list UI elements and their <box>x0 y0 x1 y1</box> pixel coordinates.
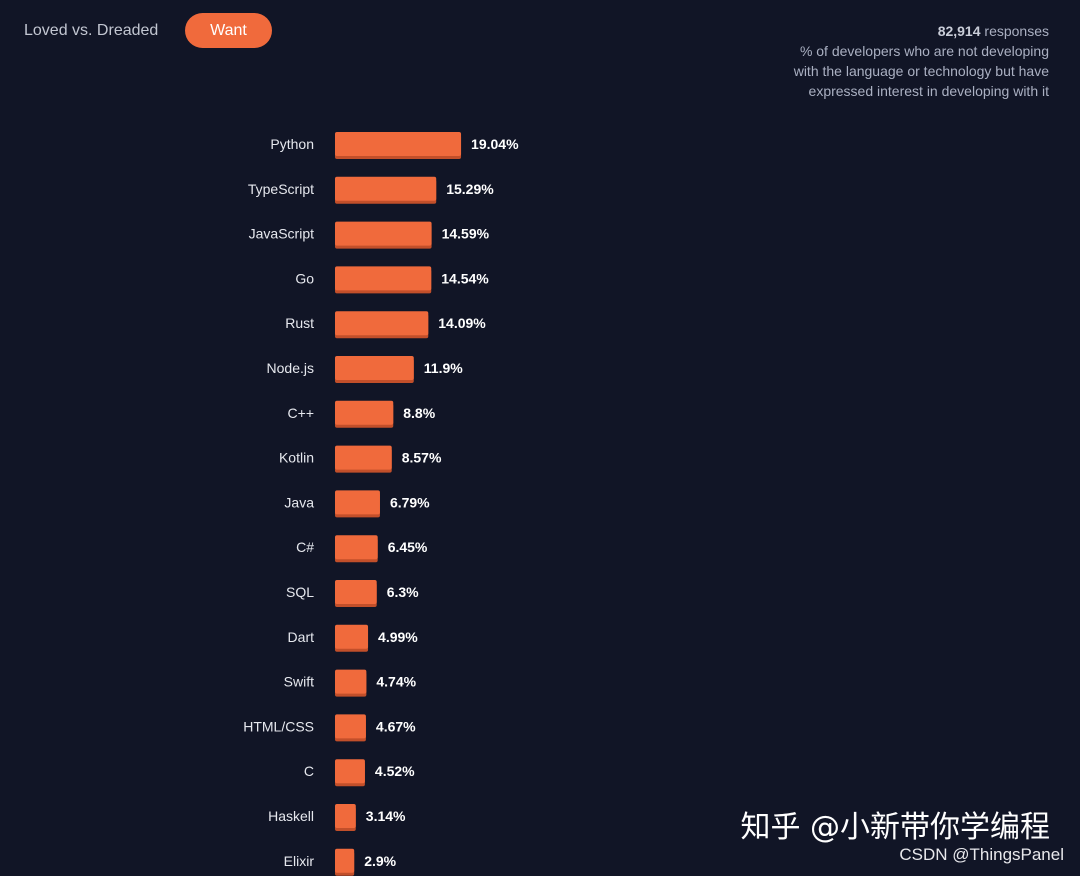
value-label: 14.59% <box>442 226 490 242</box>
tab-loved-vs-dreaded[interactable]: Loved vs. Dreaded <box>24 22 159 39</box>
bar[interactable] <box>335 445 392 470</box>
bar[interactable] <box>335 804 356 828</box>
csdn-credit: CSDN @ThingsPanel <box>899 845 1064 864</box>
bar[interactable] <box>335 580 377 604</box>
category-label: Python <box>270 136 314 152</box>
category-label: Dart <box>288 629 315 645</box>
category-label: C <box>304 763 314 779</box>
responses-count: 82,914 <box>937 23 981 39</box>
value-label: 14.54% <box>441 270 489 286</box>
responses-info: 82,914 responses % of developers who are… <box>719 21 1049 101</box>
bar[interactable] <box>335 848 355 873</box>
responses-label: responses <box>980 23 1049 39</box>
bar[interactable] <box>335 759 365 784</box>
value-label: 14.09% <box>438 315 486 331</box>
value-label: 8.57% <box>402 450 442 466</box>
bar[interactable] <box>335 535 378 560</box>
value-label: 6.3% <box>387 584 419 600</box>
category-label: Go <box>295 270 314 286</box>
value-label: 19.04% <box>471 136 519 152</box>
bar[interactable] <box>335 356 414 380</box>
value-label: 4.74% <box>376 674 416 690</box>
category-label: Swift <box>284 674 314 690</box>
category-label: Elixir <box>284 853 315 869</box>
category-label: Node.js <box>267 360 314 376</box>
value-label: 4.52% <box>375 763 415 779</box>
bar[interactable] <box>335 176 437 201</box>
bar[interactable] <box>335 311 429 336</box>
category-label: HTML/CSS <box>243 718 314 734</box>
value-label: 3.14% <box>366 808 406 824</box>
value-label: 8.8% <box>403 405 435 421</box>
value-label: 2.9% <box>364 853 396 869</box>
bar[interactable] <box>335 132 462 156</box>
bar[interactable] <box>335 624 369 649</box>
category-label: Haskell <box>268 808 314 824</box>
category-label: Rust <box>285 315 314 331</box>
category-label: C# <box>296 539 314 555</box>
bar[interactable] <box>335 400 394 425</box>
value-label: 4.99% <box>378 629 418 645</box>
value-label: 6.45% <box>388 539 428 555</box>
value-label: 11.9% <box>424 360 463 376</box>
category-label: Java <box>284 494 314 510</box>
value-label: 4.67% <box>376 718 416 734</box>
category-label: TypeScript <box>248 181 314 197</box>
bar[interactable] <box>335 669 367 694</box>
bar[interactable] <box>335 266 432 291</box>
value-label: 6.79% <box>390 494 430 510</box>
category-label: SQL <box>286 584 314 600</box>
chart-description: % of developers who are not developing w… <box>793 43 1049 99</box>
tab-want[interactable]: Want <box>185 13 272 48</box>
category-label: C++ <box>288 405 314 421</box>
bar[interactable] <box>335 714 366 739</box>
category-label: JavaScript <box>249 226 314 242</box>
zhihu-watermark: 知乎 @小新带你学编程 <box>740 810 1050 845</box>
bar[interactable] <box>335 490 380 515</box>
value-label: 15.29% <box>446 181 494 197</box>
category-label: Kotlin <box>279 450 314 466</box>
bar[interactable] <box>335 221 432 246</box>
